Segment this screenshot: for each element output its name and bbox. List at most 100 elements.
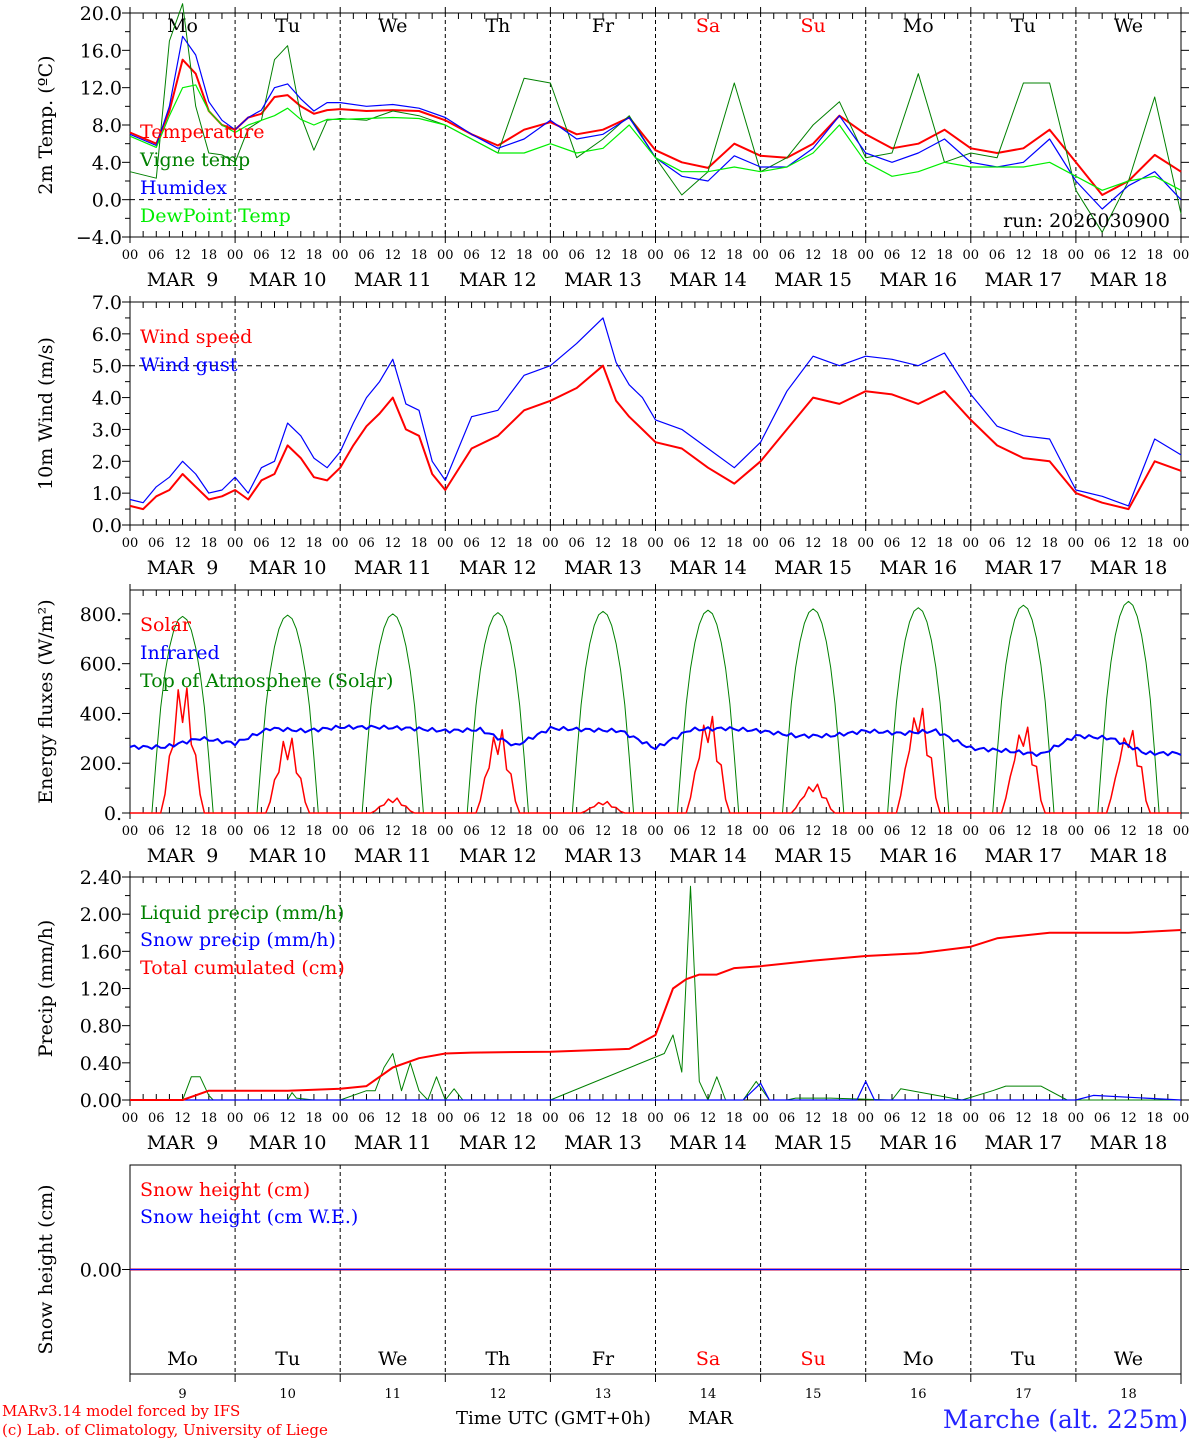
- y-tick-label: 0.00: [80, 1260, 122, 1282]
- hour-label: 06: [253, 248, 270, 263]
- hour-label: 00: [1173, 248, 1190, 263]
- day-of-week-label: Sa: [696, 15, 720, 37]
- hour-label: 00: [752, 824, 769, 839]
- series-wind-gust-line: [129, 317, 1182, 507]
- date-label: MAR 15: [774, 557, 852, 579]
- legend-snow-precip-mm-h: Snow precip (mm/h): [140, 929, 336, 951]
- hour-label: 06: [884, 1111, 901, 1126]
- day-number-label: 10: [279, 1387, 296, 1402]
- date-label: MAR 9: [147, 1132, 219, 1154]
- hour-label: 00: [1068, 536, 1085, 551]
- y-tick-label: 20.0: [80, 3, 122, 25]
- legend-humidex: Humidex: [140, 177, 227, 199]
- hour-label: 18: [831, 824, 848, 839]
- hour-label: 12: [805, 824, 822, 839]
- run-annotation: run: 2026030900: [1003, 210, 1170, 232]
- hour-label: 06: [253, 824, 270, 839]
- day-of-week-label: Mo: [167, 15, 198, 37]
- hour-label: 00: [437, 536, 454, 551]
- hour-label: 06: [779, 824, 796, 839]
- hour-label: 00: [647, 248, 664, 263]
- hour-label: 12: [595, 536, 612, 551]
- site-name: Marche (alt. 225m): [943, 1405, 1188, 1434]
- hour-label: 06: [358, 824, 375, 839]
- hour-label: 00: [332, 536, 349, 551]
- y-axis-title: Snow height (cm): [35, 1184, 57, 1354]
- hour-label: 00: [1068, 824, 1085, 839]
- hour-label: 00: [332, 824, 349, 839]
- hour-label: 06: [989, 1111, 1006, 1126]
- y-tick-label: 0.0: [92, 190, 122, 212]
- hour-label: 12: [384, 824, 401, 839]
- hour-label: 00: [122, 248, 139, 263]
- hour-label: 12: [1120, 1111, 1137, 1126]
- hour-label: 12: [279, 536, 296, 551]
- hour-label: 06: [253, 1111, 270, 1126]
- hour-label: 12: [1015, 536, 1032, 551]
- hour-label: 06: [674, 1111, 691, 1126]
- y-tick-label: 0.80: [80, 1016, 122, 1038]
- date-label: MAR 9: [147, 269, 219, 291]
- hour-label: 06: [779, 536, 796, 551]
- legend-dewpoint-temp: DewPoint Temp: [140, 205, 291, 227]
- y-tick-label: 800.: [80, 604, 122, 626]
- day-number-label: 17: [1015, 1387, 1032, 1402]
- hour-label: 00: [437, 824, 454, 839]
- hour-label: 12: [700, 1111, 717, 1126]
- legend-total-cumulated-cm: Total cumulated (cm): [140, 957, 345, 979]
- legend-temperature: Temperature: [140, 121, 264, 143]
- hour-label: 00: [542, 248, 559, 263]
- hour-label: 00: [752, 1111, 769, 1126]
- hour-label: 18: [411, 1111, 428, 1126]
- legend-wind-gust: Wind gust: [140, 354, 238, 376]
- date-label: MAR 11: [354, 845, 432, 867]
- hour-label: 12: [910, 824, 927, 839]
- date-label: MAR 16: [879, 269, 957, 291]
- y-tick-label: 8.0: [92, 115, 122, 137]
- hour-label: 12: [174, 248, 191, 263]
- date-label: MAR 17: [984, 845, 1062, 867]
- hour-label: 06: [989, 536, 1006, 551]
- y-tick-label: 5.0: [92, 356, 122, 378]
- y-tick-label: 1.20: [80, 979, 122, 1001]
- date-label: MAR 9: [147, 845, 219, 867]
- hour-label: 18: [201, 248, 218, 263]
- hour-label: 18: [1146, 1111, 1163, 1126]
- hour-label: 06: [568, 536, 585, 551]
- y-axis-title: Energy fluxes (W/m²): [35, 599, 57, 803]
- day-of-week-label: Th: [485, 15, 510, 37]
- hour-label: 18: [1146, 248, 1163, 263]
- hour-label: 00: [227, 824, 244, 839]
- hour-label: 12: [174, 536, 191, 551]
- hour-label: 00: [752, 248, 769, 263]
- hour-label: 12: [490, 536, 507, 551]
- legend-solar: Solar: [140, 614, 192, 636]
- hour-label: 18: [411, 536, 428, 551]
- date-label: MAR 10: [249, 557, 327, 579]
- date-label: MAR 10: [249, 845, 327, 867]
- hour-label: 06: [148, 248, 165, 263]
- hour-label: 00: [437, 248, 454, 263]
- hour-label: 00: [227, 536, 244, 551]
- hour-label: 06: [463, 1111, 480, 1126]
- hour-label: 00: [332, 248, 349, 263]
- hour-label: 00: [647, 1111, 664, 1126]
- y-tick-label: 16.0: [80, 40, 122, 62]
- hour-label: 18: [1146, 824, 1163, 839]
- y-tick-label: 0.0: [92, 515, 122, 537]
- day-number-label: 14: [700, 1387, 717, 1402]
- hour-label: 06: [1094, 824, 1111, 839]
- hour-label: 00: [857, 1111, 874, 1126]
- hour-label: 06: [989, 824, 1006, 839]
- hour-label: 00: [1173, 824, 1190, 839]
- hour-label: 18: [726, 1111, 743, 1126]
- date-label: MAR 15: [774, 845, 852, 867]
- hour-label: 18: [516, 824, 533, 839]
- hour-label: 00: [227, 248, 244, 263]
- day-of-week-label: Mo: [903, 15, 934, 37]
- date-label: MAR 17: [984, 557, 1062, 579]
- hour-label: 06: [674, 248, 691, 263]
- day-of-week-label: Mo: [903, 1348, 934, 1370]
- day-of-week-label: Fr: [592, 1348, 615, 1370]
- y-tick-label: 0.40: [80, 1053, 122, 1075]
